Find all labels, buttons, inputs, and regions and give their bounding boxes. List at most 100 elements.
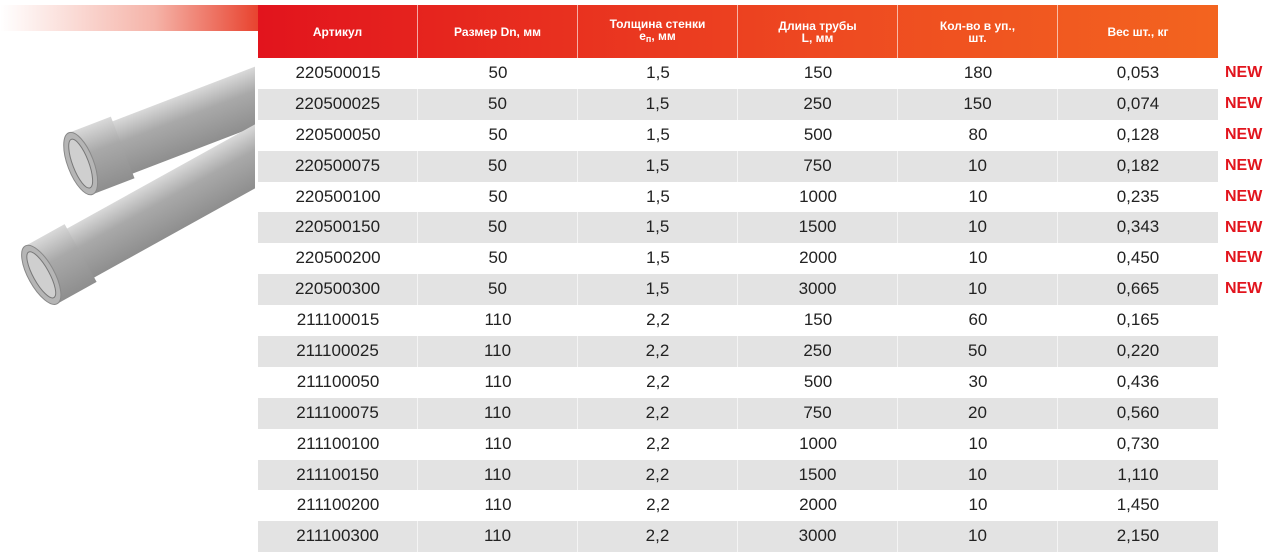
table-cell: 50	[418, 151, 578, 182]
table-cell: 750	[738, 151, 898, 182]
table-cell: 1,5	[578, 243, 738, 274]
table-cell: 250	[738, 336, 898, 367]
table-cell: 2,2	[578, 521, 738, 552]
table-cell: 500	[738, 120, 898, 151]
table-cell: 0,665	[1058, 274, 1218, 305]
header-text: L, мм	[802, 32, 834, 44]
table-cell: 10	[898, 521, 1058, 552]
table-cell: 110	[418, 398, 578, 429]
new-badge: NEW	[1225, 89, 1262, 120]
header-cell: Длина трубы L, мм	[738, 5, 898, 58]
table-cell: 211100200	[258, 490, 418, 521]
new-badge: NEW	[1225, 274, 1262, 305]
new-badge: NEW	[1225, 120, 1262, 151]
table-cell: 211100075	[258, 398, 418, 429]
table-cell: 0,182	[1058, 151, 1218, 182]
table-cell: 220500050	[258, 120, 418, 151]
table-cell: 60	[898, 305, 1058, 336]
table-cell: 2,2	[578, 367, 738, 398]
table-cell: 2000	[738, 490, 898, 521]
header-text: шт.	[968, 32, 986, 44]
header-text: e	[639, 29, 646, 43]
table-cell: 2,2	[578, 429, 738, 460]
table-cell: 110	[418, 429, 578, 460]
table-cell: 500	[738, 367, 898, 398]
table-cell: 220500300	[258, 274, 418, 305]
table-cell: 10	[898, 243, 1058, 274]
table-cell: 211100150	[258, 460, 418, 491]
table-cell: 50	[898, 336, 1058, 367]
new-badge: NEW	[1225, 182, 1262, 213]
table-cell: 110	[418, 521, 578, 552]
table-cell: 211100015	[258, 305, 418, 336]
header-cell: Размер Dn, мм	[418, 5, 578, 58]
table-cell: 110	[418, 305, 578, 336]
table-cell: 1,5	[578, 182, 738, 213]
table-cell: 80	[898, 120, 1058, 151]
table-cell: 150	[738, 58, 898, 89]
header-text: eп, мм	[639, 30, 676, 45]
table-cell: 10	[898, 151, 1058, 182]
table-cell: 220500015	[258, 58, 418, 89]
table-cell: 1,5	[578, 58, 738, 89]
table-cell: 750	[738, 398, 898, 429]
table-cell: 10	[898, 182, 1058, 213]
table-row: 220500025501,52501500,074	[258, 89, 1218, 120]
table-cell: 2,150	[1058, 521, 1218, 552]
table-cell: 2,2	[578, 336, 738, 367]
header-cell: Артикул	[258, 5, 418, 58]
table-row: 2111000251102,2250500,220	[258, 336, 1218, 367]
table-cell: 50	[418, 120, 578, 151]
table-cell: 0,343	[1058, 212, 1218, 243]
table-cell: 50	[418, 243, 578, 274]
table-cell: 20	[898, 398, 1058, 429]
pipe-image	[0, 55, 255, 325]
table-cell: 10	[898, 274, 1058, 305]
table-header: Артикул Размер Dn, мм Толщина стенки eп,…	[258, 5, 1218, 58]
table-cell: 220500100	[258, 182, 418, 213]
table-cell: 1,110	[1058, 460, 1218, 491]
table-cell: 211100300	[258, 521, 418, 552]
table-cell: 50	[418, 212, 578, 243]
table-cell: 50	[418, 58, 578, 89]
table-cell: 3000	[738, 274, 898, 305]
table-cell: 110	[418, 460, 578, 491]
table-cell: 3000	[738, 521, 898, 552]
page: Артикул Размер Dn, мм Толщина стенки eп,…	[0, 0, 1282, 553]
header-cell: Толщина стенки eп, мм	[578, 5, 738, 58]
table-body: 220500015501,51501800,053220500025501,52…	[258, 58, 1218, 552]
table-cell: 1000	[738, 182, 898, 213]
table-cell: 10	[898, 490, 1058, 521]
new-badge: NEW	[1225, 58, 1262, 89]
table-cell: 1,5	[578, 89, 738, 120]
header-text: Кол-во в уп.,	[940, 20, 1015, 32]
table-cell: 0,053	[1058, 58, 1218, 89]
table-cell: 0,436	[1058, 367, 1218, 398]
table-cell: 110	[418, 490, 578, 521]
table-cell: 50	[418, 274, 578, 305]
table-cell: 150	[898, 89, 1058, 120]
table-cell: 10	[898, 429, 1058, 460]
table-cell: 1000	[738, 429, 898, 460]
new-badge: NEW	[1225, 213, 1262, 244]
table-cell: 220500200	[258, 243, 418, 274]
new-badge: NEW	[1225, 243, 1262, 274]
table-cell: 2,2	[578, 490, 738, 521]
table-cell: 2000	[738, 243, 898, 274]
table-cell: 10	[898, 212, 1058, 243]
table-cell: 50	[418, 182, 578, 213]
table-cell: 211100025	[258, 336, 418, 367]
table-cell: 220500025	[258, 89, 418, 120]
table-cell: 0,560	[1058, 398, 1218, 429]
table-cell: 1500	[738, 212, 898, 243]
